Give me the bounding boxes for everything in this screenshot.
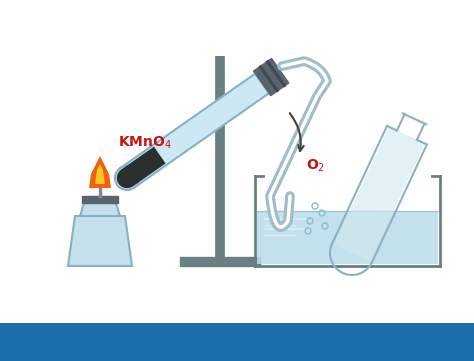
Polygon shape [265, 60, 286, 88]
Polygon shape [121, 147, 165, 186]
Text: KMnO$_4$: KMnO$_4$ [118, 135, 172, 151]
Text: dreamstime.com: dreamstime.com [146, 336, 204, 342]
Polygon shape [258, 65, 279, 93]
Polygon shape [80, 203, 120, 216]
Text: O$_2$: O$_2$ [306, 158, 325, 174]
Polygon shape [95, 164, 105, 184]
Polygon shape [0, 323, 474, 361]
Polygon shape [82, 196, 118, 203]
Polygon shape [257, 211, 438, 264]
Polygon shape [120, 74, 269, 188]
Polygon shape [334, 127, 425, 261]
Polygon shape [68, 216, 132, 266]
Circle shape [115, 166, 139, 190]
Polygon shape [89, 156, 111, 188]
Text: ID 139495814 © Igor Klimko: ID 139495814 © Igor Klimko [345, 336, 435, 342]
Polygon shape [254, 58, 289, 96]
Circle shape [117, 168, 137, 188]
Polygon shape [180, 257, 260, 266]
